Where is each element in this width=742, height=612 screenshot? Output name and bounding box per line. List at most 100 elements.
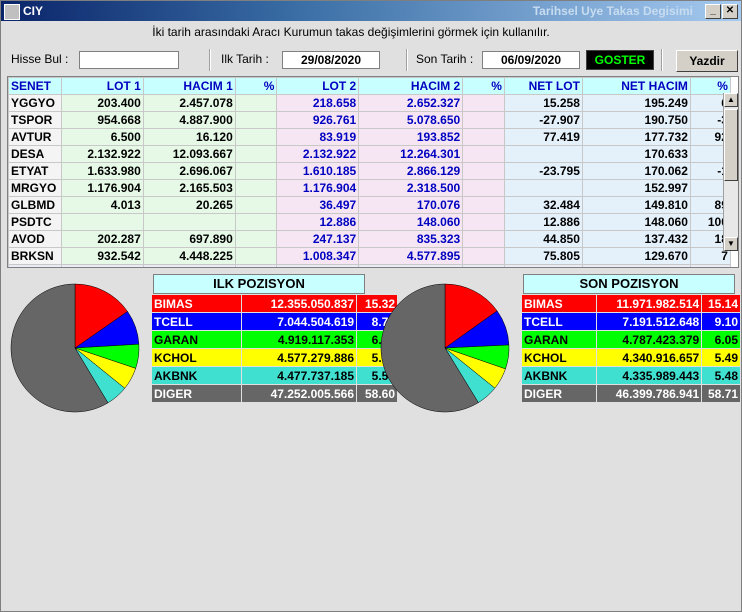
table-cell: 170.633 — [581, 145, 691, 163]
table-cell: AVOD — [8, 230, 62, 248]
column-header[interactable]: NET LOT — [503, 77, 583, 95]
table-cell: 15.258 — [503, 94, 583, 112]
position-name: AKBNK — [152, 367, 241, 384]
table-cell: 190.750 — [581, 111, 691, 129]
position-value: 4.577.279.886 — [242, 349, 356, 366]
position-pct: 5.48 — [702, 367, 740, 384]
position-row: BIMAS 11.971.982.514 15.14 — [522, 295, 740, 312]
table-cell: 202.287 — [61, 230, 144, 248]
table-cell: 129.670 — [581, 247, 691, 265]
column-header[interactable]: NET HACIM — [581, 77, 691, 95]
table-cell: 170.062 — [581, 162, 691, 180]
position-pct: 6.05 — [702, 331, 740, 348]
table-cell: 36.497 — [276, 196, 360, 214]
position-value: 11.971.982.514 — [596, 295, 702, 312]
position-pct: 9.10 — [702, 313, 740, 330]
description-text: İki tarih arasındaki Aracı Kurumun takas… — [152, 25, 550, 39]
hisse-bul-label: Hisse Bul : — [11, 52, 69, 66]
column-header[interactable]: % — [689, 77, 731, 95]
position-value: 4.919.117.353 — [242, 331, 356, 348]
table-row[interactable]: BRKSN 932.542 4.448.225 1.008.347 4.577.895 7… — [8, 247, 731, 265]
ilk-pozisyon-title: ILK POZISYON — [153, 274, 365, 294]
table-row[interactable]: AVTUR 6.500 16.120 83.919 193.852 77.419 177.7… — [8, 128, 731, 146]
table-cell: 148.060 — [358, 213, 464, 231]
table-row[interactable]: YGGYO 203.400 2.457.078 218.658 2.652.327 15.… — [8, 94, 731, 112]
minimize-icon[interactable]: _ — [705, 4, 721, 19]
position-value: 46.399.786.941 — [596, 385, 702, 402]
hisse-bul-input[interactable] — [79, 51, 179, 69]
position-value: 4.477.737.185 — [242, 367, 356, 384]
total-cell: 79.027.611.585 — [358, 264, 464, 267]
table-cell: 20.265 — [142, 196, 236, 214]
column-header[interactable]: LOT 2 — [276, 77, 360, 95]
scroll-up-icon[interactable]: ▲ — [724, 93, 738, 107]
position-value: 4.335.989.443 — [596, 367, 702, 384]
table-row[interactable]: GLBMD 4.013 20.265 36.497 170.076 32.484 149.8… — [8, 196, 731, 214]
scroll-thumb[interactable] — [724, 109, 738, 181]
position-row: TCELL 7.044.504.619 8.73 — [152, 313, 397, 330]
table-cell — [234, 230, 278, 248]
column-header[interactable]: % — [462, 77, 505, 95]
table-cell — [462, 111, 505, 129]
table-cell — [689, 145, 731, 163]
table-cell: 2.457.078 — [142, 94, 236, 112]
table-cell — [462, 196, 505, 214]
position-row: GARAN 4.787.423.379 6.05 — [522, 331, 740, 348]
table-cell: 2.696.067 — [142, 162, 236, 180]
table-cell: 835.323 — [358, 230, 464, 248]
table-cell — [234, 162, 278, 180]
column-header[interactable]: HACIM 1 — [142, 77, 236, 95]
table-cell — [234, 145, 278, 163]
column-header[interactable]: % — [234, 77, 278, 95]
total-cell — [689, 264, 731, 267]
table-row[interactable]: AVOD 202.287 697.890 247.137 835.323 44.850 13… — [8, 230, 731, 248]
son-pozisyon-table: BIMAS 11.971.982.514 15.14 TCELL 7.191.512.6… — [521, 294, 741, 403]
position-name: TCELL — [522, 313, 596, 330]
position-pct: 58.60 — [357, 385, 397, 402]
table-cell: 6 — [689, 94, 731, 112]
total-cell — [503, 264, 583, 267]
yazdir-button[interactable]: Yazdir — [676, 50, 738, 72]
position-value: 12.355.050.837 — [242, 295, 356, 312]
table-row[interactable]: PSDTC 12.886 148.060 12.886 148.060 100 — [8, 213, 731, 231]
table-cell: -3 — [689, 111, 731, 129]
ilk-tarih-field[interactable]: 29/08/2020 — [282, 51, 380, 69]
table-cell: 170.076 — [358, 196, 464, 214]
position-name: GARAN — [152, 331, 241, 348]
column-header[interactable]: LOT 1 — [61, 77, 144, 95]
table-cell: 148.060 — [581, 213, 691, 231]
table-cell — [462, 247, 505, 265]
table-cell: 2.132.922 — [276, 145, 360, 163]
table-row[interactable]: MRGYO 1.176.904 2.165.503 1.176.904 2.318.50… — [8, 179, 731, 197]
column-header[interactable]: SENET — [8, 77, 62, 95]
position-pct: 58.71 — [702, 385, 740, 402]
table-cell: YGGYO — [8, 94, 62, 112]
table-cell — [462, 162, 505, 180]
grid-scrollbar[interactable]: ▲ ▼ — [723, 93, 738, 251]
table-cell: 100 — [689, 213, 731, 231]
table-cell: TSPOR — [8, 111, 62, 129]
son-pozisyon-title: SON POZISYON — [523, 274, 735, 294]
ilk-pozisyon-pie-chart — [10, 283, 140, 413]
son-tarih-field[interactable]: 06/09/2020 — [482, 51, 580, 69]
position-value: 7.191.512.648 — [596, 313, 702, 330]
table-cell: 137.432 — [581, 230, 691, 248]
column-header[interactable]: HACIM 2 — [358, 77, 464, 95]
table-row[interactable]: DESA 2.132.922 12.093.667 2.132.922 12.264.3… — [8, 145, 731, 163]
table-row[interactable]: ETYAT 1.633.980 2.696.067 1.610.185 2.866.12… — [8, 162, 731, 180]
close-icon[interactable]: ✕ — [722, 4, 738, 19]
table-cell: MRGYO — [8, 179, 62, 197]
table-cell: 697.890 — [142, 230, 236, 248]
table-cell: 218.658 — [276, 94, 360, 112]
table-cell: GLBMD — [8, 196, 62, 214]
goster-button[interactable]: GOSTER — [586, 50, 654, 70]
table-cell: 12.886 — [276, 213, 360, 231]
scroll-down-icon[interactable]: ▼ — [724, 237, 738, 251]
takas-grid[interactable]: SENET LOT 1 HACIM 1% LOT 2 HACIM 2% NET LOT NE… — [7, 76, 739, 268]
table-cell: ETYAT — [8, 162, 62, 180]
table-cell — [142, 213, 236, 231]
table-cell — [234, 179, 278, 197]
table-cell — [234, 128, 278, 146]
total-cell: 100,00 — [462, 264, 505, 267]
table-row[interactable]: TSPOR 954.668 4.887.900 926.761 5.078.650 -27… — [8, 111, 731, 129]
